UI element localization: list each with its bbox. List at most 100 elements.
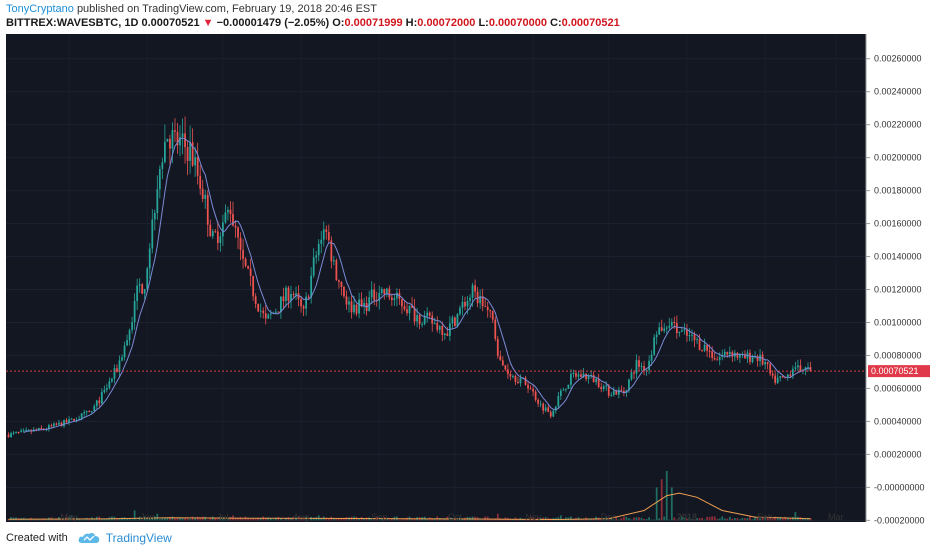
candle-body <box>660 327 663 331</box>
candle-body <box>126 340 128 346</box>
volume-bar <box>655 487 658 521</box>
volume-bar <box>264 517 267 521</box>
volume-bar <box>663 516 666 521</box>
candle-body <box>209 224 212 237</box>
candle-body <box>673 322 676 324</box>
candle-body <box>781 376 784 378</box>
volume-bar <box>802 517 804 521</box>
volume-bar <box>728 516 731 521</box>
volume-bar <box>741 517 744 521</box>
candle-body <box>655 334 658 338</box>
candle-body <box>416 315 418 322</box>
candle-body <box>408 305 411 314</box>
volume-bar <box>128 518 131 521</box>
candle-body <box>491 311 494 320</box>
x-tick-label: Jun <box>140 512 155 522</box>
candle-body <box>27 429 30 431</box>
volume-bar <box>617 519 620 521</box>
candle-body <box>527 384 529 389</box>
low-label: L: <box>478 17 489 29</box>
volume-bar <box>794 512 797 521</box>
candle-body <box>317 243 320 256</box>
candle-body <box>343 287 345 297</box>
candle-body <box>537 399 540 404</box>
volume-bar <box>60 519 63 521</box>
volume-bar <box>126 518 128 521</box>
volume-bar <box>789 518 792 521</box>
volume-bar <box>35 519 38 521</box>
volume-bar <box>491 519 494 521</box>
x-tick-label: May <box>61 512 79 522</box>
y-tick-label: 0.00160000 <box>874 219 922 229</box>
candle-body <box>572 372 575 374</box>
volume-bar <box>668 519 671 521</box>
candle-body <box>504 365 507 370</box>
volume-bar <box>290 518 292 521</box>
candle-body <box>156 189 159 213</box>
volume-bar <box>88 519 91 521</box>
candle-body <box>517 381 519 384</box>
candle-body <box>797 365 799 368</box>
candle-body <box>600 387 603 390</box>
candle-body <box>176 131 179 146</box>
volume-bar <box>643 519 645 521</box>
candle-body <box>68 419 70 423</box>
candle-body <box>227 209 229 213</box>
candle-body <box>766 362 769 365</box>
change-value: −0.00001479 (−2.05%) <box>216 17 330 29</box>
time-axis[interactable]: May Jun Jul Aug Sep Oct Nov Dec 2018 Feb Mar <box>61 512 844 522</box>
candle-body <box>799 365 802 371</box>
volume-bar <box>307 519 310 521</box>
volume-bar <box>633 517 635 521</box>
volume-bar <box>83 519 86 521</box>
candle-body <box>718 357 721 360</box>
volume-bar <box>358 518 360 521</box>
volume-bar <box>784 516 787 521</box>
author-link[interactable]: TonyCryptano <box>6 3 74 15</box>
y-tick-label: 0.00020000 <box>874 449 922 459</box>
volume-bar <box>683 517 686 521</box>
volume-bar <box>247 518 249 521</box>
symbol-label[interactable]: BITTREX:WAVESBTC, 1D <box>6 17 139 29</box>
volume-bar <box>723 518 726 521</box>
volume-bar <box>227 518 229 521</box>
candle-body <box>247 266 249 269</box>
volume-bar <box>433 519 436 521</box>
volume-bar <box>164 518 166 521</box>
candle-body <box>494 319 497 339</box>
candle-body <box>665 327 668 329</box>
candle-body <box>75 419 78 421</box>
candle-body <box>809 367 812 372</box>
candle-body <box>486 306 489 310</box>
volume-bar <box>746 518 749 521</box>
candle-body <box>216 231 219 243</box>
volume-bar <box>602 518 605 521</box>
volume-bar <box>686 518 688 521</box>
tradingview-cloud-icon[interactable] <box>78 532 100 544</box>
volume-bar <box>196 516 199 521</box>
price-axis[interactable]: 0.00260000 0.00240000 0.00220000 0.00200000… <box>865 34 925 525</box>
candle-body <box>784 377 787 379</box>
candle-body <box>643 366 645 371</box>
tradingview-brand[interactable]: TradingView <box>105 531 172 545</box>
candle-body <box>650 354 653 361</box>
volume-bar <box>80 519 83 521</box>
candle-body <box>764 362 767 365</box>
candle-body <box>171 130 174 149</box>
candle-body <box>638 360 640 367</box>
x-tick-label: 2018 <box>677 512 697 522</box>
volume-ma-line <box>8 492 811 521</box>
price-axis-panel <box>866 34 932 522</box>
candle-body <box>358 299 360 314</box>
volume-bar <box>166 518 169 521</box>
candle-body <box>353 304 355 313</box>
candle-body <box>635 360 638 374</box>
candle-body <box>728 351 731 355</box>
candle-body <box>80 413 83 419</box>
volume-bar <box>325 517 328 521</box>
candle-body <box>691 334 693 336</box>
candle-body <box>479 296 482 304</box>
y-tick-label: 0.00220000 <box>874 120 922 130</box>
candle-body <box>55 423 58 425</box>
volume-bar <box>739 519 741 521</box>
